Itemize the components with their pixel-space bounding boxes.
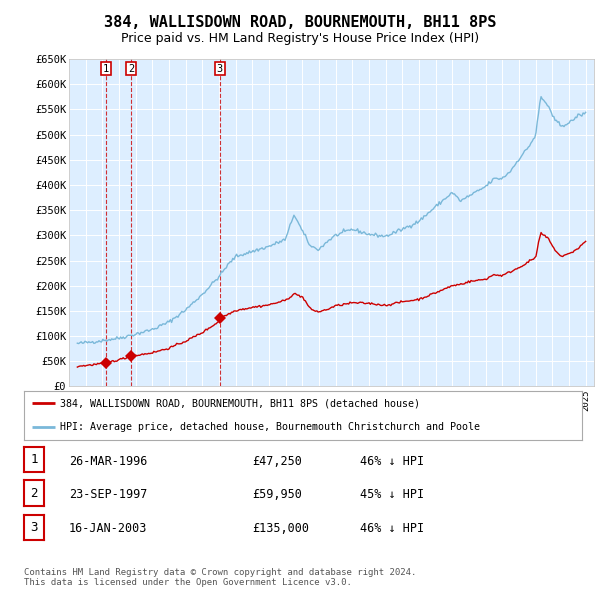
Text: 384, WALLISDOWN ROAD, BOURNEMOUTH, BH11 8PS: 384, WALLISDOWN ROAD, BOURNEMOUTH, BH11 … [104,15,496,30]
Text: 26-MAR-1996: 26-MAR-1996 [69,455,148,468]
Text: 2: 2 [128,64,134,74]
Text: £47,250: £47,250 [252,455,302,468]
Text: 2: 2 [30,487,38,500]
Text: HPI: Average price, detached house, Bournemouth Christchurch and Poole: HPI: Average price, detached house, Bour… [60,422,480,432]
Text: 1: 1 [30,453,38,466]
Text: 23-SEP-1997: 23-SEP-1997 [69,489,148,502]
Text: 46% ↓ HPI: 46% ↓ HPI [360,523,424,536]
Text: Price paid vs. HM Land Registry's House Price Index (HPI): Price paid vs. HM Land Registry's House … [121,32,479,45]
Text: 46% ↓ HPI: 46% ↓ HPI [360,455,424,468]
Text: 45% ↓ HPI: 45% ↓ HPI [360,489,424,502]
Text: Contains HM Land Registry data © Crown copyright and database right 2024.
This d: Contains HM Land Registry data © Crown c… [24,568,416,587]
Text: 1: 1 [103,64,109,74]
Text: 16-JAN-2003: 16-JAN-2003 [69,523,148,536]
Text: £59,950: £59,950 [252,489,302,502]
Text: £135,000: £135,000 [252,523,309,536]
Text: 3: 3 [217,64,223,74]
Text: 384, WALLISDOWN ROAD, BOURNEMOUTH, BH11 8PS (detached house): 384, WALLISDOWN ROAD, BOURNEMOUTH, BH11 … [60,398,420,408]
Text: 3: 3 [30,521,38,534]
